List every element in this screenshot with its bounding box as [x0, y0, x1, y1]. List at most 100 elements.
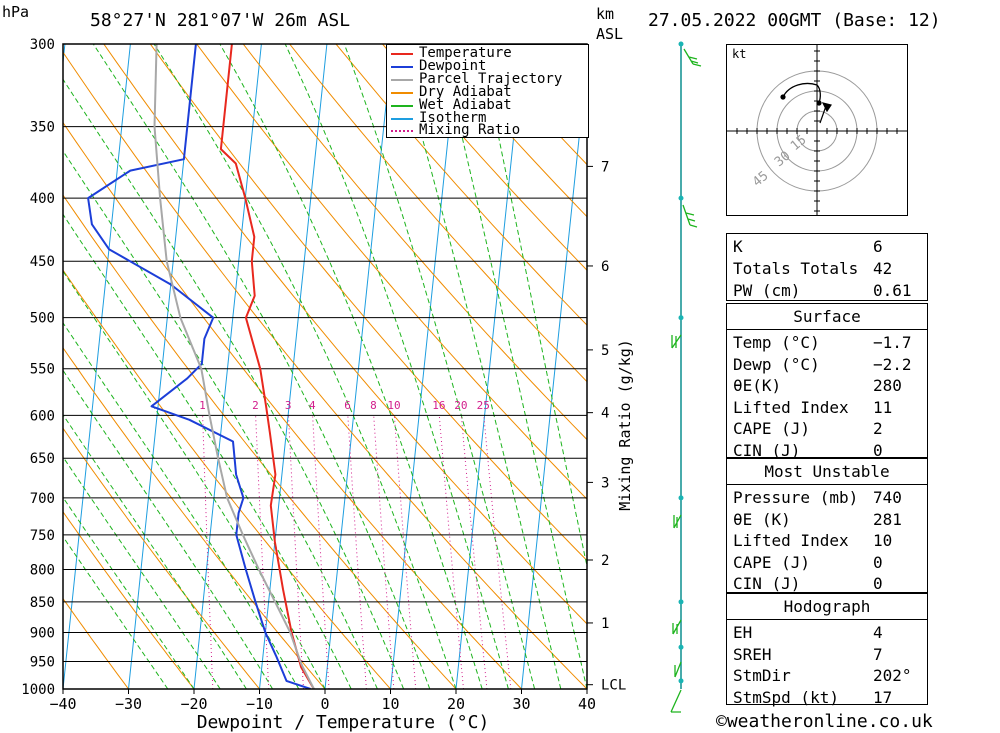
km-tick-label: 4 [601, 406, 609, 422]
surface-stat-value: −1.7 [873, 333, 912, 352]
location-title: 58°27'N 281°07'W 26m ASL [90, 10, 351, 31]
pressure-tick-label: 550 [30, 362, 55, 378]
temperature-line [219, 44, 315, 689]
dry-adiabat-line [196, 44, 587, 500]
legend-label: Wet Adiabat [419, 96, 512, 113]
pressure-tick-label: 450 [30, 254, 55, 270]
legend-label: Temperature [419, 45, 512, 61]
hodograph-ring-label: 45 [750, 169, 772, 191]
dry-adiabat-line [149, 44, 587, 562]
dry-adiabat-line [63, 51, 587, 689]
most-unstable-stat-label: CIN (J) [733, 574, 801, 593]
pw-label: PW (cm) [733, 281, 801, 300]
isotherm-line [63, 44, 131, 689]
surface-stat-row: CIN (J) 0 [733, 440, 921, 461]
asl-unit-label: ASL [596, 25, 624, 43]
pressure-tick-label: 300 [30, 37, 55, 53]
surface-stat-row: Temp (°C) −1.7 [733, 332, 921, 353]
mixing-ratio-label: 25 [477, 399, 490, 412]
wind-barb [670, 689, 682, 713]
dry-adiabat-line [428, 44, 587, 218]
wet-adiabat-line [284, 44, 509, 689]
indices-panel: K 6 Totals Totals 42 PW (cm) 0.61 [726, 233, 928, 301]
surface-stat-row: Lifted Index 11 [733, 397, 921, 418]
mixing-ratio-line [202, 415, 214, 689]
mixing-ratio-label: 1 [199, 399, 206, 412]
temperature-tick-label: 40 [578, 695, 596, 713]
isotherm-line [63, 44, 66, 67]
surface-stat-label: CIN (J) [733, 440, 801, 460]
most-unstable-stat-label: θE (K) [733, 509, 791, 529]
k-index-row: K 6 [733, 236, 921, 257]
temperature-tick-label: 20 [447, 695, 465, 713]
wet-adiabat-line [63, 270, 326, 689]
surface-stat-value: −2.2 [873, 354, 912, 374]
most-unstable-stat-value: 281 [873, 509, 902, 529]
wind-level-dot [678, 678, 684, 684]
mixing-ratio-line [255, 415, 270, 689]
surface-stat-label: CAPE (J) [733, 419, 811, 438]
copyright-link[interactable]: ©weatheronline.co.uk [716, 711, 933, 732]
dry-adiabat-line [63, 194, 457, 689]
dry-adiabat-line [63, 597, 129, 689]
most-unstable-stat-row: Lifted Index 10 [733, 530, 921, 551]
wet-adiabat-line [219, 44, 483, 689]
legend-swatch [391, 78, 413, 81]
mixing-ratio-label: 3 [285, 399, 292, 412]
wind-barb [682, 204, 698, 228]
wet-adiabat-line [63, 322, 300, 689]
hpa-unit-label: hPa [2, 3, 30, 21]
pressure-tick-label: 600 [30, 408, 55, 424]
km-tick-label: 6 [601, 259, 609, 275]
k-index-label: K [733, 237, 743, 256]
wind-level-dot [678, 195, 684, 201]
temperature-tick-label: 10 [381, 695, 399, 713]
legend-swatch [391, 104, 413, 107]
most-unstable-stat-value: 10 [873, 531, 893, 550]
most-unstable-title: Most Unstable [764, 462, 890, 481]
wet-adiabat-line [153, 44, 457, 689]
dry-adiabat-line [63, 510, 195, 689]
totals-totals-value: 42 [873, 259, 893, 278]
dry-adiabat-line [288, 44, 587, 383]
legend: Temperature Dewpoint Parcel Trajectory Dry … [386, 44, 589, 138]
surface-stat-value: 0 [873, 440, 883, 460]
temperature-tick-label: −20 [180, 695, 207, 713]
dry-adiabat-line [63, 121, 522, 689]
temperature-tick-label: 30 [512, 695, 530, 713]
hodograph-stat-label: EH [733, 623, 753, 642]
pressure-tick-label: 950 [30, 655, 55, 671]
legend-swatch [391, 117, 413, 120]
km-tick-label: 5 [601, 343, 609, 359]
km-tick-label: 3 [601, 475, 609, 491]
km-tick-label: LCL [601, 678, 626, 694]
dry-adiabat-line [335, 44, 587, 326]
km-tick-label: 1 [601, 616, 609, 632]
datetime-title: 27.05.2022 00GMT (Base: 12) [648, 10, 941, 31]
totals-totals-row: Totals Totals 42 [733, 258, 921, 279]
pressure-tick-label: 850 [30, 595, 55, 611]
most-unstable-stat-label: Lifted Index [733, 531, 849, 550]
surface-stat-label: Lifted Index [733, 397, 849, 417]
legend-swatch [391, 53, 413, 55]
hodograph-ring-label: 30 [772, 149, 794, 171]
hodograph-stat-row: StmDir 202° [733, 665, 921, 686]
wet-adiabat-line [439, 44, 587, 689]
hodograph-surface-point [816, 100, 822, 106]
hodograph-trace [782, 82, 821, 104]
hodograph-stat-value: 17 [873, 687, 893, 707]
wet-adiabat-line [63, 369, 274, 689]
pressure-tick-label: 650 [30, 451, 55, 467]
wind-barb [672, 619, 682, 635]
most-unstable-stat-value: 0 [873, 574, 883, 593]
most-unstable-stat-row: CAPE (J) 0 [733, 552, 921, 573]
temperature-tick-label: 0 [320, 695, 329, 713]
most-unstable-stat-label: Pressure (mb) [733, 488, 859, 507]
wind-level-dot [678, 41, 684, 47]
legend-label: Parcel Trajectory [419, 70, 563, 87]
hodograph-stats-title: Hodograph [783, 597, 871, 616]
pw-value: 0.61 [873, 281, 912, 300]
wet-adiabat-line [63, 456, 221, 689]
mixing-ratio-line [312, 415, 330, 689]
dry-adiabat-line [381, 44, 587, 272]
